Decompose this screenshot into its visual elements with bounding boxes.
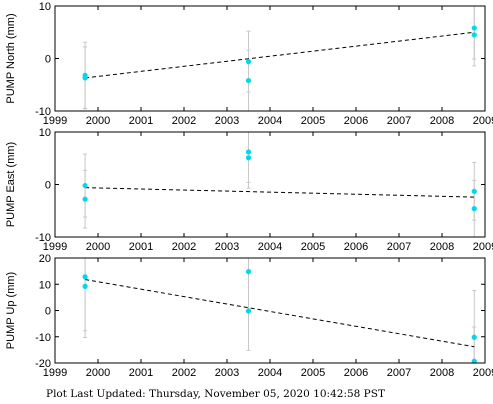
- data-point: [82, 283, 88, 289]
- y-tick-label: -20: [35, 358, 51, 370]
- y-tick-label: 20: [39, 253, 51, 265]
- x-tick-label: 2000: [86, 241, 110, 253]
- y-tick-label: 10: [39, 127, 51, 139]
- data-point: [471, 32, 477, 38]
- data-point: [245, 77, 252, 84]
- data-point: [471, 206, 477, 212]
- data-point: [82, 75, 88, 81]
- x-tick-label: 2007: [387, 115, 411, 127]
- chart-panel-1: 1999 2000 2001 2002 2003 2004 2005 2006 2007 2008…: [5, 1, 493, 127]
- x-tick-label: 2005: [301, 115, 325, 127]
- x-tick-label: 2004: [258, 241, 282, 253]
- x-tick-label: 2004: [258, 115, 282, 127]
- y-tick-label: 0: [45, 54, 51, 66]
- x-tick-label: 2007: [387, 367, 411, 379]
- x-tick-label: 2001: [129, 115, 153, 127]
- y-tick-label: 0: [45, 180, 51, 192]
- data-point: [471, 334, 477, 340]
- x-tick-label: 2008: [430, 367, 454, 379]
- x-tick-label: 2009: [473, 241, 493, 253]
- x-tick-label: 2001: [129, 367, 153, 379]
- y-tick-label: -10: [35, 232, 51, 244]
- x-tick-label: 2002: [172, 367, 196, 379]
- data-point: [471, 25, 477, 31]
- data-point: [82, 196, 88, 202]
- y-tick-label: -10: [35, 106, 51, 118]
- plot-last-updated: Plot Last Updated: Thursday, November 05…: [46, 388, 385, 400]
- x-tick-label: 2006: [344, 115, 368, 127]
- trend-line: [85, 279, 475, 348]
- y-axis-label: PUMP East (mm): [5, 142, 17, 227]
- y-axis-label: PUMP North (mm): [5, 13, 17, 103]
- plot-frame: [54, 257, 486, 364]
- x-tick-label: 2005: [301, 367, 325, 379]
- x-tick-label: 2008: [430, 241, 454, 253]
- x-tick-label: 2003: [215, 115, 239, 127]
- x-tick-label: 2001: [129, 241, 153, 253]
- x-tick-label: 1999: [43, 115, 67, 127]
- x-tick-label: 2009: [473, 367, 493, 379]
- x-tick-label: 2006: [344, 241, 368, 253]
- y-tick-label: 0: [45, 306, 51, 318]
- x-tick-label: 2006: [344, 367, 368, 379]
- x-tick-label: 2000: [86, 367, 110, 379]
- x-tick-label: 2009: [473, 115, 493, 127]
- x-tick-label: 2008: [430, 115, 454, 127]
- x-tick-label: 2003: [215, 241, 239, 253]
- data-point: [82, 182, 88, 189]
- chart-panel-3: 1999 2000 2001 2002 2003 2004 2005 2006 2007 2008…: [5, 253, 493, 379]
- data-point: [245, 149, 252, 155]
- trend-line: [85, 31, 475, 79]
- x-tick-label: 2003: [215, 367, 239, 379]
- x-tick-label: 1999: [43, 367, 67, 379]
- y-tick-label: -10: [35, 332, 51, 344]
- plot-frame: [54, 5, 486, 112]
- chart-panel-2: 1999 2000 2001 2002 2003 2004 2005 2006 2007 2008…: [5, 127, 493, 253]
- x-tick-label: 2005: [301, 241, 325, 253]
- trend-line: [85, 187, 475, 198]
- data-point: [471, 188, 477, 194]
- x-tick-label: 2002: [172, 241, 196, 253]
- y-tick-label: 10: [39, 279, 51, 291]
- y-tick-label: 10: [39, 1, 51, 13]
- data-point: [245, 155, 252, 161]
- x-tick-label: 2000: [86, 115, 110, 127]
- y-axis-label: PUMP Up (mm): [5, 272, 17, 349]
- data-point: [245, 308, 252, 314]
- data-point: [82, 274, 88, 280]
- data-point: [471, 358, 477, 364]
- x-tick-label: 2002: [172, 115, 196, 127]
- x-tick-label: 2004: [258, 367, 282, 379]
- x-tick-label: 1999: [43, 241, 67, 253]
- plot-frame: [54, 131, 486, 238]
- data-point: [245, 269, 252, 275]
- data-point: [245, 59, 252, 65]
- x-tick-label: 2007: [387, 241, 411, 253]
